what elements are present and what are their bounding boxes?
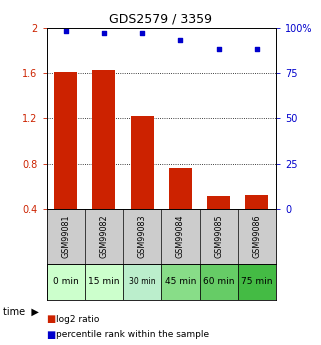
Text: percentile rank within the sample: percentile rank within the sample — [56, 330, 209, 339]
Bar — [92, 70, 115, 255]
Text: 30 min: 30 min — [129, 277, 155, 286]
Text: 75 min: 75 min — [241, 277, 273, 286]
Bar — [131, 116, 154, 255]
Bar — [47, 264, 85, 300]
Text: GSM99082: GSM99082 — [100, 215, 108, 258]
Text: GSM99083: GSM99083 — [138, 215, 147, 258]
Text: GSM99084: GSM99084 — [176, 215, 185, 258]
Point — [178, 38, 183, 43]
Point — [63, 29, 68, 34]
Text: ■: ■ — [47, 330, 56, 339]
Text: time  ▶: time ▶ — [3, 307, 39, 317]
Text: GSM99086: GSM99086 — [252, 215, 261, 258]
Bar — [85, 264, 123, 300]
Text: log2 ratio: log2 ratio — [56, 315, 100, 324]
Text: 15 min: 15 min — [88, 277, 120, 286]
Bar — [54, 72, 77, 255]
Text: 45 min: 45 min — [165, 277, 196, 286]
Bar — [123, 264, 161, 300]
Bar — [200, 264, 238, 300]
Text: ■: ■ — [47, 314, 56, 324]
Bar — [246, 195, 268, 255]
Bar — [238, 264, 276, 300]
Text: GSM99085: GSM99085 — [214, 215, 223, 258]
Text: 60 min: 60 min — [203, 277, 234, 286]
Bar — [161, 264, 200, 300]
Text: 0 min: 0 min — [53, 277, 79, 286]
Bar — [169, 168, 192, 255]
Text: GDS2579 / 3359: GDS2579 / 3359 — [109, 12, 212, 25]
Point — [216, 47, 221, 52]
Text: GSM99081: GSM99081 — [61, 215, 70, 258]
Point — [140, 30, 145, 36]
Point — [254, 47, 259, 52]
Bar — [207, 196, 230, 255]
Point — [101, 30, 107, 36]
